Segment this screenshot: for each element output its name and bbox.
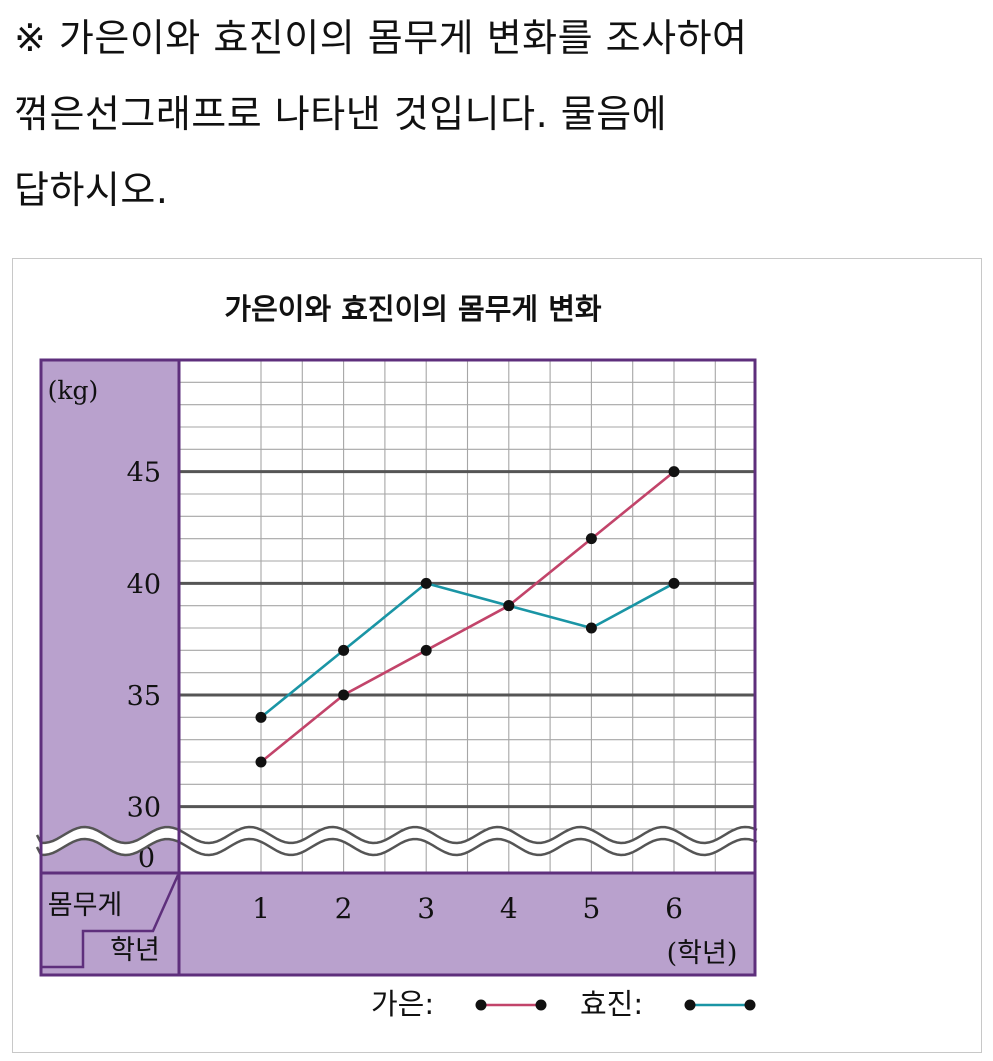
data-point-series-2: [585, 622, 597, 634]
x-tick-label: 1: [252, 892, 270, 925]
legend-marker: [744, 999, 756, 1011]
x-tick-label: 5: [582, 892, 600, 925]
question-text: ※ 가은이와 효진이의 몸무게 변화를 조사하여 꺾은선그래프로 나타낸 것입니…: [14, 0, 974, 228]
y-axis-panel: [41, 360, 179, 873]
series-line-1: [260, 470, 675, 764]
y-tick-label: 40: [127, 569, 161, 600]
x-tick-label: 2: [335, 892, 353, 925]
data-point-series-1: [338, 689, 350, 701]
data-point-series-1: [255, 756, 267, 768]
data-point-series-1: [668, 466, 680, 478]
series-line-2: [260, 581, 675, 719]
y-tick-label: 45: [127, 458, 161, 489]
x-tick-label: 4: [500, 892, 518, 925]
corner-label-grade: 학년: [110, 935, 160, 966]
y-tick-label: 35: [127, 681, 161, 712]
question-line-1: ※ 가은이와 효진이의 몸무게 변화를 조사하여: [14, 16, 748, 60]
data-point-series-1: [585, 533, 597, 545]
data-point-series-2: [338, 644, 350, 656]
x-tick-label: 6: [665, 892, 683, 925]
corner-label-weight: 몸무게: [48, 890, 123, 921]
legend-label: 가은:: [371, 987, 434, 1021]
data-point-series-1: [420, 644, 432, 656]
x-axis-panel: [41, 873, 755, 975]
question-line-2: 꺾은선그래프로 나타낸 것입니다. 물음에: [14, 92, 668, 136]
x-axis-unit-label: (학년): [667, 938, 738, 969]
data-point-series-2: [420, 577, 432, 589]
y-axis-unit-label: (kg): [48, 376, 99, 405]
x-tick-label: 3: [417, 892, 435, 925]
data-point-series-2: [668, 577, 680, 589]
question-line-3: 답하시오.: [14, 168, 169, 212]
y-tick-label: 30: [127, 793, 161, 824]
axis-break-wave: [35, 837, 758, 857]
legend-marker: [684, 999, 696, 1011]
legend-marker: [475, 999, 487, 1011]
data-point-series-2: [255, 711, 267, 723]
corner-diagonal: [41, 874, 180, 969]
chart-title: 가은이와 효진이의 몸무게 변화: [224, 292, 601, 326]
data-point-series-2: [503, 600, 515, 612]
axis-break-wave: [35, 825, 758, 845]
chart-frame: [39, 358, 757, 977]
legend-label: 효진:: [580, 987, 643, 1021]
axis-break-band: [37, 827, 759, 855]
legend-marker: [535, 999, 547, 1011]
chart-figure: 45 40 35 30 0 가은이와 효진이의 몸무게 변화 (kg) (학년) 몸무게…: [12, 258, 982, 1053]
